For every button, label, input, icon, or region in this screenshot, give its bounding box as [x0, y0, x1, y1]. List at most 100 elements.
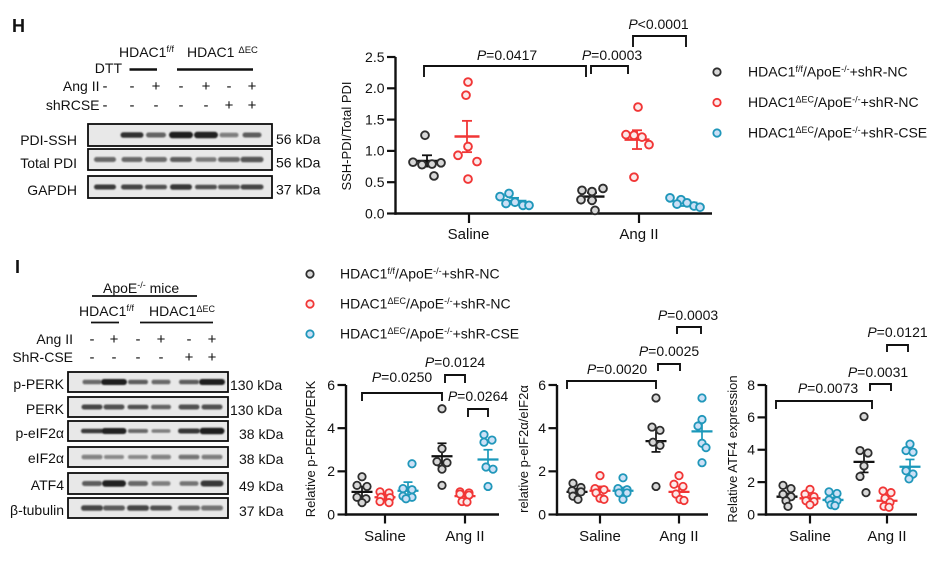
svg-text:0.5: 0.5 [365, 174, 385, 190]
svg-text:Ang II: Ang II [619, 226, 658, 243]
svg-text:-: - [90, 331, 95, 348]
svg-text:4: 4 [327, 420, 335, 436]
svg-text:-: - [130, 78, 135, 95]
svg-text:-: - [204, 97, 209, 114]
svg-text:HDAC1ΔEC​/ApoE-/-​+shR-NC: HDAC1ΔEC​/ApoE-/-​+shR-NC [340, 296, 511, 312]
svg-text:-: - [136, 349, 141, 366]
svg-text:eIF2α: eIF2α [28, 450, 64, 466]
svg-text:6: 6 [747, 409, 755, 425]
svg-text:-: - [154, 97, 159, 114]
svg-text:56 kDa: 56 kDa [276, 155, 321, 171]
svg-text:+: + [185, 349, 194, 366]
svg-text:P=0.0417: P=0.0417 [477, 47, 538, 63]
svg-text:P=0.0025: P=0.0025 [639, 343, 700, 359]
svg-text:130 kDa: 130 kDa [230, 402, 282, 418]
svg-text:HDAC1ΔEC​/ApoE-/-​+shR-NC: HDAC1ΔEC​/ApoE-/-​+shR-NC [748, 94, 919, 110]
svg-text:6: 6 [327, 377, 335, 393]
svg-text:4: 4 [538, 420, 546, 436]
svg-text:-: - [179, 78, 184, 95]
svg-text:HDAC1f/f​: HDAC1f/f​ [79, 303, 134, 319]
svg-text:Relative ATF4 expression: Relative ATF4 expression [725, 375, 740, 522]
svg-text:p-PERK: p-PERK [13, 376, 64, 392]
svg-text:β-tubulin: β-tubulin [10, 502, 64, 518]
svg-text:+: + [157, 331, 166, 348]
svg-text:38 kDa: 38 kDa [239, 426, 284, 442]
svg-text:Saline: Saline [789, 528, 831, 545]
svg-text:ATF4: ATF4 [31, 477, 64, 493]
svg-text:shRCSE: shRCSE [46, 97, 100, 113]
svg-text:Ang II: Ang II [445, 528, 484, 545]
svg-text:I: I [15, 257, 20, 277]
svg-text:37 kDa: 37 kDa [276, 182, 321, 198]
svg-text:p-eIF2α: p-eIF2α [15, 425, 64, 441]
svg-text:2.0: 2.0 [365, 80, 385, 96]
svg-text:Ang II: Ang II [659, 528, 698, 545]
svg-text:130 kDa: 130 kDa [230, 377, 282, 393]
svg-text:HDAC1 ΔEC​: HDAC1 ΔEC​ [187, 44, 258, 60]
svg-text:P=0.0003: P=0.0003 [658, 307, 719, 323]
svg-text:+: + [225, 97, 234, 114]
svg-text:-: - [103, 78, 108, 95]
svg-text:Ang II: Ang II [867, 528, 906, 545]
svg-text:1.0: 1.0 [365, 143, 385, 159]
svg-text:PERK: PERK [26, 401, 65, 417]
svg-text:PDI-SSH: PDI-SSH [20, 132, 77, 148]
svg-text:+: + [208, 349, 217, 366]
svg-text:-: - [159, 349, 164, 366]
svg-text:GAPDH: GAPDH [27, 182, 77, 198]
svg-text:Saline: Saline [448, 226, 490, 243]
svg-text:-: - [136, 331, 141, 348]
svg-text:P=0.0073: P=0.0073 [798, 380, 859, 396]
svg-text:H: H [12, 16, 25, 36]
svg-text:4: 4 [747, 442, 755, 458]
svg-text:56 kDa: 56 kDa [276, 131, 321, 147]
svg-text:P=0.0124: P=0.0124 [425, 354, 486, 370]
svg-text:+: + [208, 331, 217, 348]
svg-text:P<0.0001: P<0.0001 [628, 16, 689, 32]
svg-text:HDAC1f/f​: HDAC1f/f​ [119, 44, 174, 60]
svg-text:6: 6 [538, 377, 546, 393]
svg-text:SSH-PDI/Total PDI: SSH-PDI/Total PDI [339, 81, 354, 190]
svg-text:+: + [202, 78, 211, 95]
svg-text:-: - [187, 331, 192, 348]
svg-text:+: + [248, 78, 257, 95]
svg-text:-: - [179, 97, 184, 114]
svg-text:Saline: Saline [364, 528, 406, 545]
svg-text:P=0.0003: P=0.0003 [582, 47, 643, 63]
svg-text:DTT: DTT [95, 60, 123, 76]
svg-text:ApoE-/-​ mice: ApoE-/-​ mice [103, 280, 179, 296]
svg-text:Total PDI: Total PDI [20, 155, 77, 171]
svg-text:Relative p-PERK/PERK: Relative p-PERK/PERK [303, 380, 318, 517]
svg-text:49 kDa: 49 kDa [239, 478, 284, 494]
svg-text:37 kDa: 37 kDa [239, 503, 284, 519]
svg-text:HDAC1ΔEC​/ApoE-/-​+shR-CSE: HDAC1ΔEC​/ApoE-/-​+shR-CSE [748, 125, 927, 141]
svg-text:0: 0 [747, 506, 755, 522]
svg-text:P=0.0121: P=0.0121 [867, 324, 928, 340]
svg-text:P=0.0020: P=0.0020 [587, 361, 648, 377]
svg-text:0.0: 0.0 [365, 205, 385, 221]
svg-text:Ang II: Ang II [63, 78, 100, 94]
svg-text:38 kDa: 38 kDa [239, 451, 284, 467]
svg-text:1.5: 1.5 [365, 111, 385, 127]
svg-text:-: - [112, 349, 117, 366]
svg-text:-: - [227, 78, 232, 95]
svg-text:P=0.0250: P=0.0250 [372, 369, 433, 385]
svg-text:ShR-CSE: ShR-CSE [12, 349, 73, 365]
svg-text:relative p-eIF2α/eIF2α: relative p-eIF2α/eIF2α [516, 385, 531, 513]
svg-text:HDAC1ΔEC​/ApoE-/-​+shR-CSE: HDAC1ΔEC​/ApoE-/-​+shR-CSE [340, 326, 519, 342]
svg-text:2: 2 [538, 463, 546, 479]
svg-text:-: - [90, 349, 95, 366]
svg-text:+: + [152, 78, 161, 95]
svg-text:0: 0 [538, 506, 546, 522]
svg-text:8: 8 [747, 377, 755, 393]
svg-text:2: 2 [747, 474, 755, 490]
svg-text:2.5: 2.5 [365, 49, 385, 65]
svg-text:-: - [130, 97, 135, 114]
svg-text:HDAC1f/f​/ApoE-/-​+shR-NC: HDAC1f/f​/ApoE-/-​+shR-NC [748, 64, 908, 80]
svg-text:2: 2 [327, 463, 335, 479]
svg-text:Saline: Saline [579, 528, 621, 545]
svg-text:-: - [103, 97, 108, 114]
svg-text:P=0.0264: P=0.0264 [448, 388, 509, 404]
svg-text:HDAC1ΔEC​: HDAC1ΔEC​ [149, 303, 215, 319]
svg-text:0: 0 [327, 506, 335, 522]
